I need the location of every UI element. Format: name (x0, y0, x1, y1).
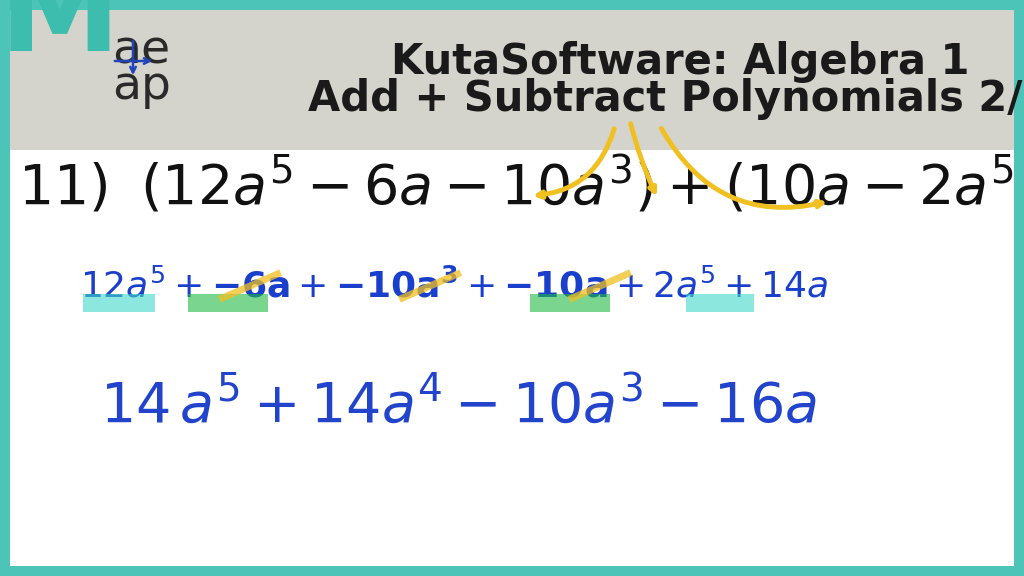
Text: $12a^5 + \mathbf{-6a} + \mathbf{-10a^3} + \mathbf{-10a} + 2a^5 + 14a$: $12a^5 + \mathbf{-6a} + \mathbf{-10a^3} … (80, 268, 828, 304)
Bar (10, 10, 1014, 150)
Text: Add + Subtract Polynomials 2/3: Add + Subtract Polynomials 2/3 (308, 78, 1024, 120)
Text: ap: ap (112, 64, 171, 109)
Text: M: M (0, 0, 121, 76)
Bar (10, 150, 1014, 566)
Text: $11)\;\;(12a^5-6a-10a^3)+(10a-2a^5-14$: $11)\;\;(12a^5-6a-10a^3)+(10a-2a^5-14$ (18, 155, 1024, 217)
Bar (530, 294, 610, 312)
Bar (188, 294, 268, 312)
Text: ae: ae (112, 28, 170, 73)
Bar (686, 294, 754, 312)
Bar (83, 294, 155, 312)
Text: KutaSoftware: Algebra 1: KutaSoftware: Algebra 1 (391, 41, 970, 83)
Text: $14\,a^5 + 14a^4 - 10a^3 - 16a$: $14\,a^5 + 14a^4 - 10a^3 - 16a$ (100, 378, 817, 434)
